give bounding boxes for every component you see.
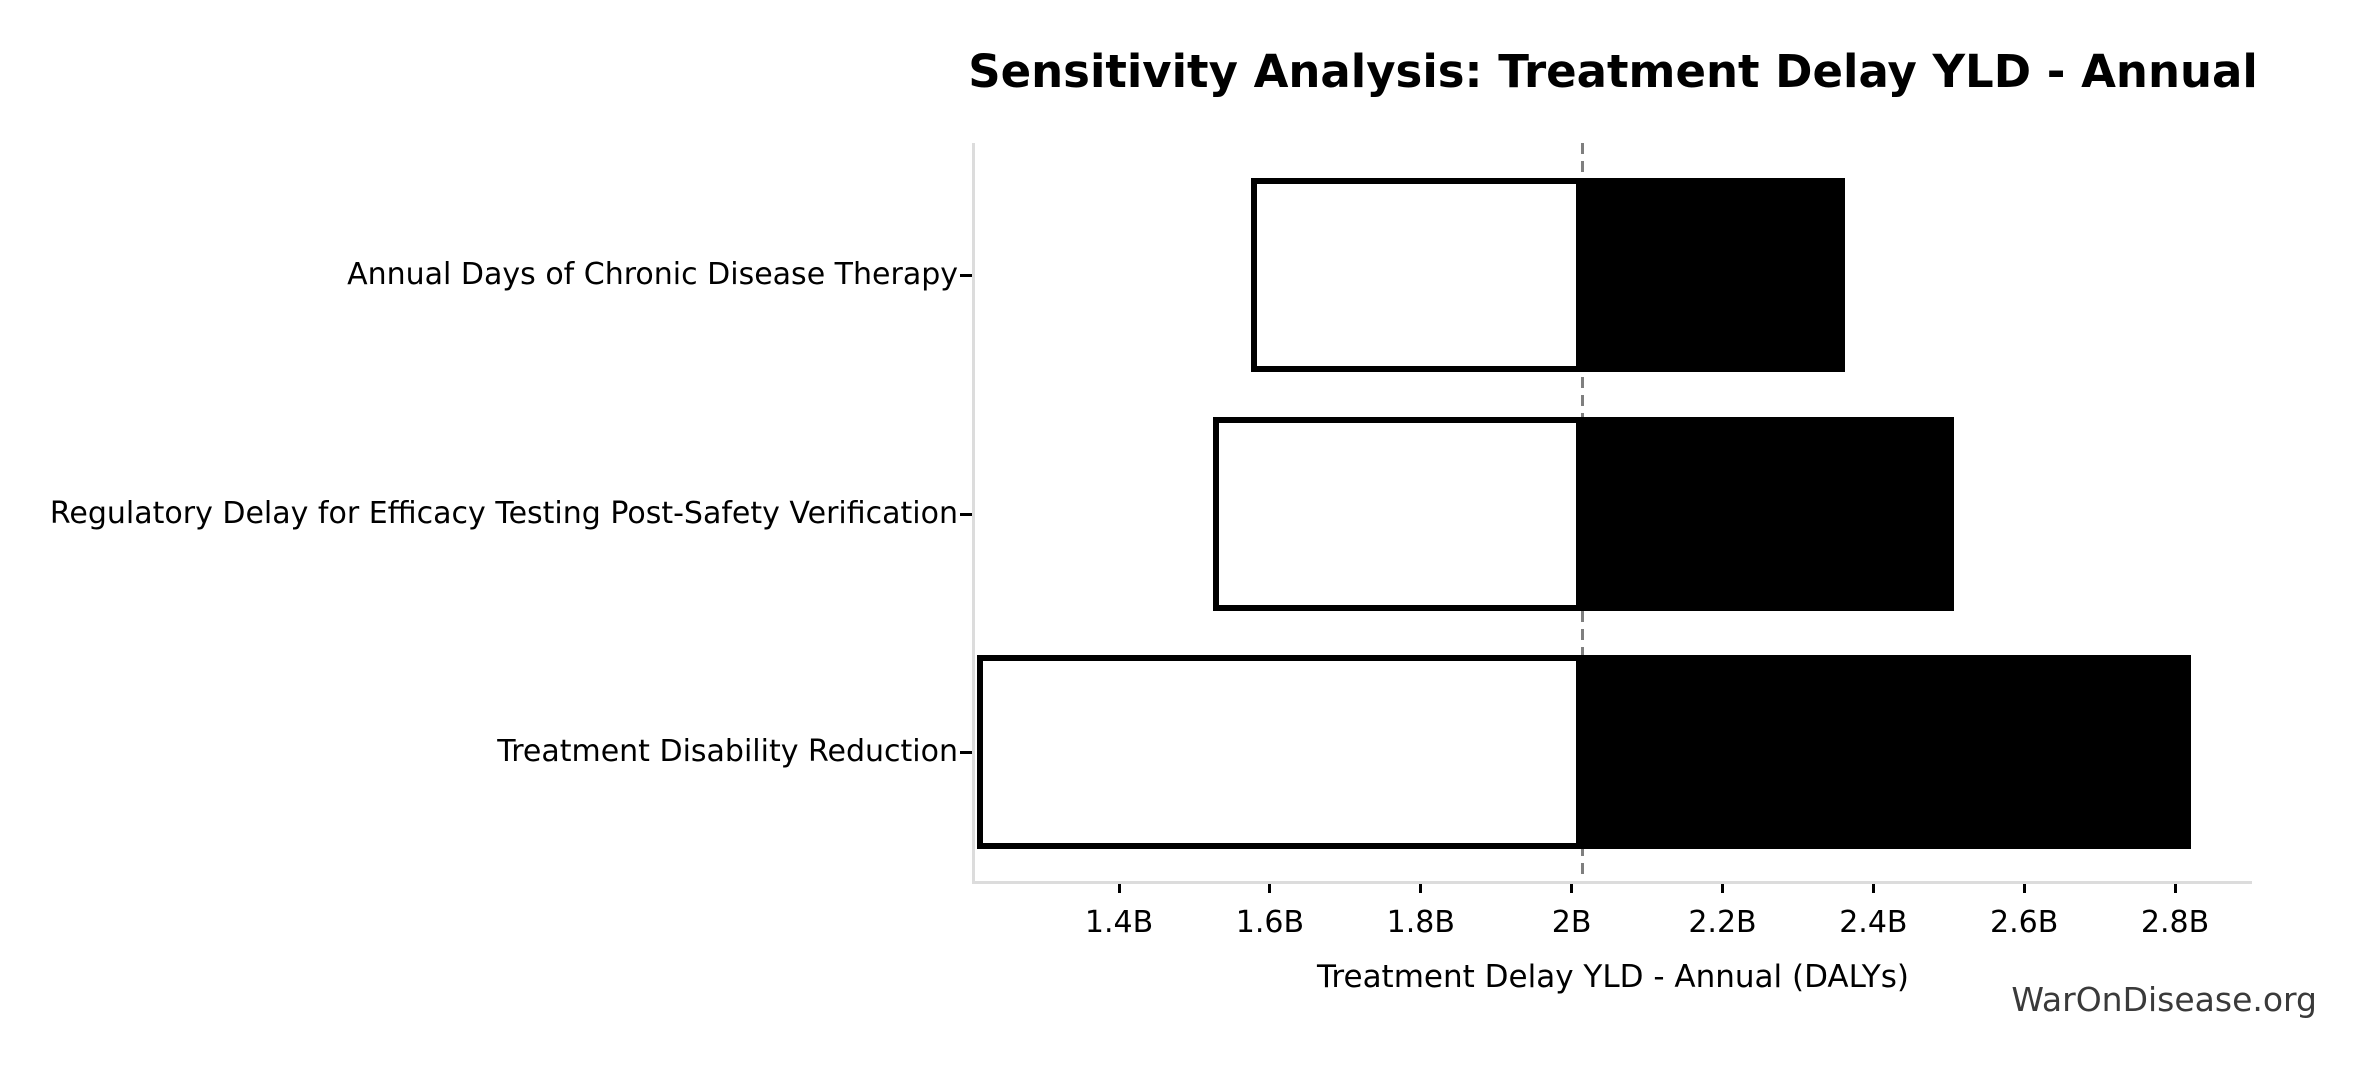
- x-tick-label: 2B: [1551, 905, 1592, 940]
- x-tick-label: 1.4B: [1084, 905, 1154, 940]
- x-axis-spine: [972, 881, 2252, 884]
- x-tick-mark: [1570, 884, 1574, 893]
- chart-title: Sensitivity Analysis: Treatment Delay YL…: [968, 45, 2258, 98]
- x-tick-label: 1.8B: [1386, 905, 1455, 940]
- x-tick-mark: [1117, 884, 1121, 893]
- y-tick-mark: [960, 512, 972, 516]
- x-tick-mark: [2173, 884, 2177, 893]
- bar-high-segment: [1582, 655, 2191, 849]
- watermark: WarOnDisease.org: [2011, 980, 2317, 1019]
- bar-low-segment: [1251, 178, 1583, 372]
- x-tick-mark: [1268, 884, 1272, 893]
- x-tick-mark: [1419, 884, 1423, 893]
- x-tick-mark: [1871, 884, 1875, 893]
- x-axis-label: Treatment Delay YLD - Annual (DALYs): [1317, 959, 1909, 995]
- x-tick-label: 2.8B: [2140, 905, 2210, 940]
- x-tick-label: 2.6B: [1990, 905, 2059, 940]
- bar-high-segment: [1582, 178, 1845, 372]
- x-tick-mark: [2022, 884, 2026, 893]
- x-tick-mark: [1720, 884, 1724, 893]
- y-axis-spine: [972, 143, 975, 884]
- x-tick-label: 1.6B: [1235, 905, 1305, 940]
- bar-low-segment: [977, 655, 1583, 849]
- y-tick-label: Treatment Disability Reduction: [497, 734, 958, 769]
- x-tick-label: 2.2B: [1688, 905, 1757, 940]
- bar-high-segment: [1582, 417, 1955, 611]
- y-tick-label: Regulatory Delay for Efficacy Testing Po…: [49, 496, 958, 531]
- bar-low-segment: [1212, 417, 1583, 611]
- y-tick-mark: [960, 273, 972, 277]
- y-tick-mark: [960, 750, 972, 754]
- y-tick-label: Annual Days of Chronic Disease Therapy: [347, 257, 958, 292]
- x-tick-label: 2.4B: [1839, 905, 1908, 940]
